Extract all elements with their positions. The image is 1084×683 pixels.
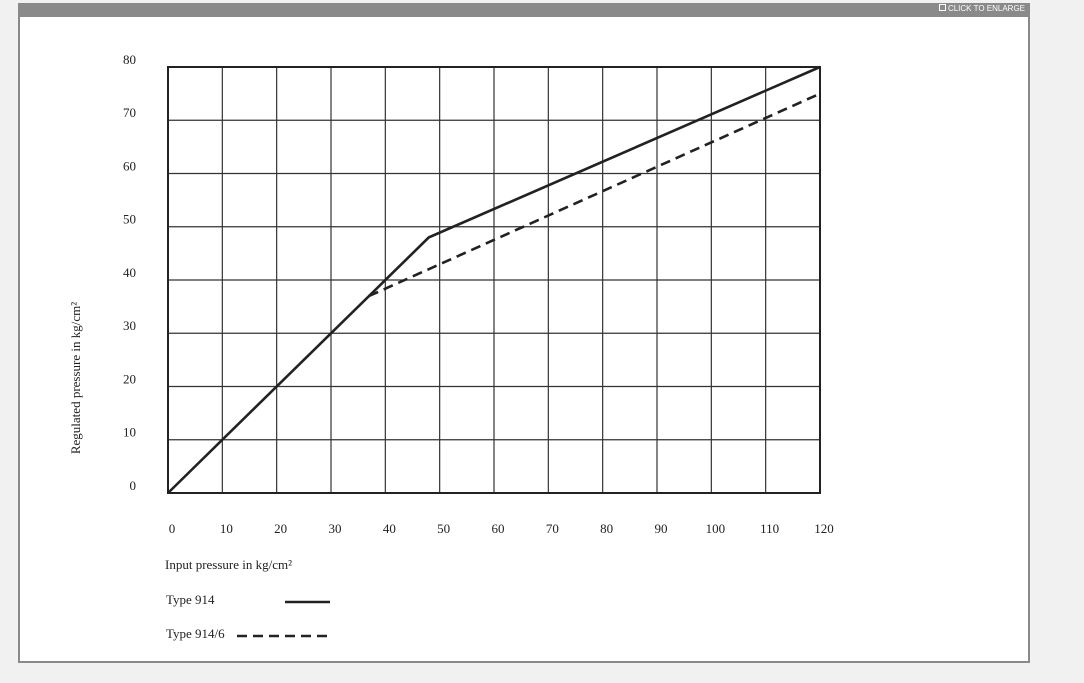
x-tick-label: 0 [169,521,176,536]
y-tick-label: 0 [130,478,137,493]
y-tick-label: 70 [123,105,136,120]
series-line [167,65,821,494]
y-tick-label: 30 [123,318,136,333]
y-tick-label: 20 [123,371,136,386]
x-tick-label: 90 [655,521,668,536]
y-axis-label: Regulated pressure in kg/cm² [68,302,83,454]
x-tick-label: 30 [329,521,342,536]
x-tick-label: 80 [600,521,613,536]
plot-border [167,66,821,494]
y-tick-label: 80 [123,52,136,67]
y-tick-label: 10 [123,425,136,440]
x-tick-label: 120 [814,521,834,536]
y-tick-label: 60 [123,158,136,173]
x-tick-label: 100 [706,521,726,536]
x-axis-label: Input pressure in kg/cm² [165,557,292,572]
x-tick-label: 20 [274,521,287,536]
legend-label: Type 914/6 [166,626,225,641]
y-tick-label: 50 [123,212,136,227]
x-tick-label: 70 [546,521,559,536]
x-tick-label: 60 [492,521,505,536]
series-line [368,92,821,298]
top-bar: CLICK TO ENLARGE [20,3,1028,17]
enlarge-button[interactable]: CLICK TO ENLARGE [938,4,1025,13]
legend-label: Type 914 [166,592,215,607]
enlarge-label[interactable]: CLICK TO ENLARGE [947,4,1025,13]
x-tick-label: 110 [760,521,779,536]
x-tick-label: 40 [383,521,396,536]
x-tick-label: 10 [220,521,233,536]
x-tick-label: 50 [437,521,450,536]
y-tick-label: 40 [123,265,136,280]
